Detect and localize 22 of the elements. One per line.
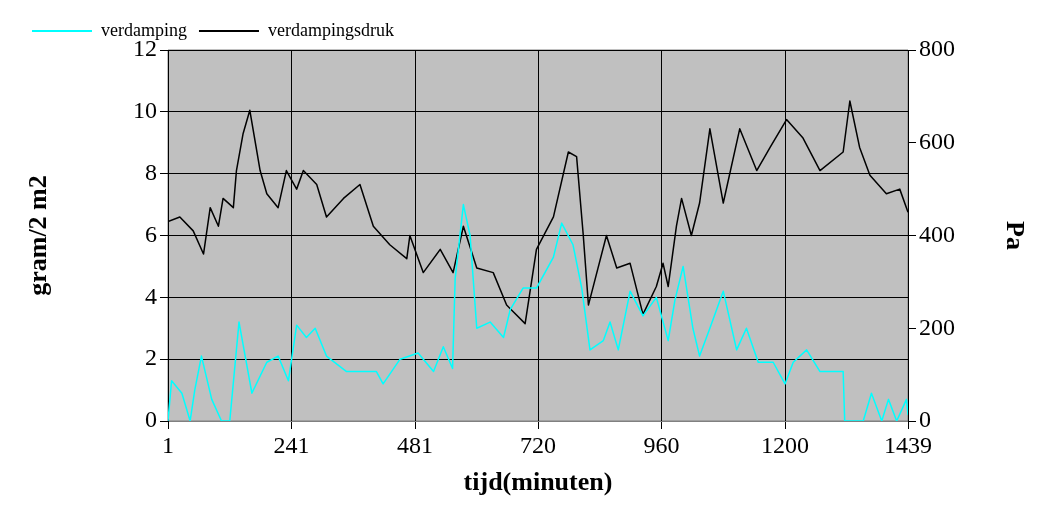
x-tick-label: 720 [520, 431, 556, 458]
x-tick-label: 1439 [884, 431, 932, 458]
y2-tick-label: 400 [919, 220, 955, 247]
legend-label: verdampingsdruk [267, 19, 394, 40]
y-tick-label: 8 [145, 158, 157, 185]
x-tick-label: 481 [397, 431, 434, 458]
y2-tick-label: 800 [919, 35, 955, 62]
y-tick-label: 4 [145, 282, 157, 309]
x-tick-label: 1200 [761, 431, 810, 458]
y-tick-label: 6 [145, 220, 157, 247]
y2-axis-title: Pa [1000, 221, 1030, 250]
y2-tick-label: 200 [919, 313, 955, 340]
y-axis-title: gram/2 m2 [23, 175, 53, 296]
y2-tick-label: 600 [919, 128, 955, 155]
x-tick-label: 960 [643, 431, 680, 458]
y2-tick-label: 0 [919, 406, 931, 433]
x-tick-label: 241 [273, 431, 310, 458]
y-tick-label: 10 [133, 97, 157, 124]
x-axis-title: tijd(minuten) [463, 467, 613, 497]
y-tick-label: 2 [145, 344, 157, 371]
y-tick-label: 0 [145, 406, 157, 433]
x-tick-label: 1 [162, 431, 174, 458]
